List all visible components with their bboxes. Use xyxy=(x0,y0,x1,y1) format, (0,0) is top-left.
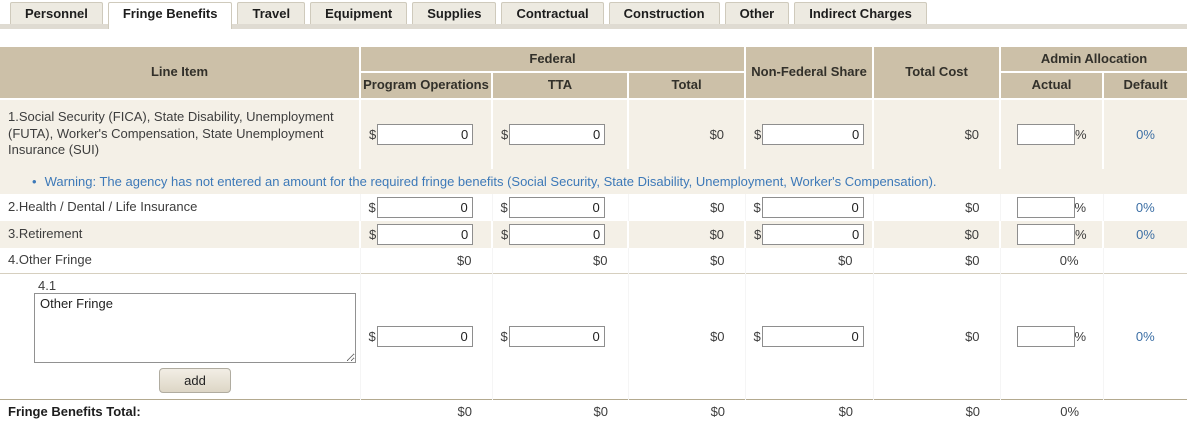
dollar-sign: $ xyxy=(501,126,509,142)
fica-program-ops-input[interactable] xyxy=(377,123,474,145)
sub-program-ops-input[interactable] xyxy=(376,326,473,347)
tab-equipment[interactable]: Equipment xyxy=(310,2,408,24)
fica-default-pct: 0% xyxy=(1103,98,1187,169)
dollar-sign: $ xyxy=(368,329,376,344)
tab-travel[interactable]: Travel xyxy=(237,2,306,24)
row-fica: 1.Social Security (FICA), State Disabili… xyxy=(0,98,1187,169)
other-fringe-actual-pct: 0% xyxy=(1000,247,1104,274)
row-warning: • Warning: The agency has not entered an … xyxy=(0,168,1187,194)
health-default-pct: 0% xyxy=(1103,193,1187,221)
percent-sign: % xyxy=(1075,126,1087,142)
header-tta: TTA xyxy=(492,72,629,100)
tab-fringe-benefits[interactable]: Fringe Benefits xyxy=(107,2,233,29)
add-button[interactable]: add xyxy=(159,368,231,393)
dollar-sign: $ xyxy=(369,226,377,242)
sub-total-cost: $0 xyxy=(873,273,1001,400)
sub-default-pct: 0% xyxy=(1103,273,1187,400)
warning-bullet: • xyxy=(32,173,37,189)
total-actual-pct: 0% xyxy=(1000,399,1104,423)
dollar-sign: $ xyxy=(500,329,508,344)
health-federal-total: $0 xyxy=(628,193,746,221)
fica-total-cost: $0 xyxy=(873,98,1002,169)
retirement-label: 3.Retirement xyxy=(0,220,361,248)
health-non-federal-input[interactable] xyxy=(761,196,864,218)
header-default: Default xyxy=(1103,72,1187,100)
retirement-non-federal-input[interactable] xyxy=(762,223,865,245)
other-fringe-total-cost: $0 xyxy=(873,247,1001,274)
header-total-cost: Total Cost xyxy=(873,47,1002,100)
row-other-fringe: 4.Other Fringe $0 $0 $0 $0 $0 0% xyxy=(0,247,1187,274)
fica-actual-input[interactable] xyxy=(1017,123,1076,145)
other-fringe-default-pct xyxy=(1103,247,1187,274)
row-health: 2.Health / Dental / Life Insurance $ $ $… xyxy=(0,193,1187,221)
fica-tta-input[interactable] xyxy=(509,123,606,145)
tab-construction[interactable]: Construction xyxy=(608,2,720,24)
header-non-federal-share: Non-Federal Share xyxy=(745,47,875,100)
dollar-sign: $ xyxy=(753,199,761,215)
other-fringe-program-ops: $0 xyxy=(360,247,493,274)
total-program-ops: $0 xyxy=(360,399,492,423)
sub-non-federal-input[interactable] xyxy=(761,326,864,347)
health-total-cost: $0 xyxy=(873,193,1001,221)
tab-personnel[interactable]: Personnel xyxy=(10,2,103,24)
dollar-sign: $ xyxy=(754,126,762,142)
fringe-benefits-table: Line Item Federal Non-Federal Share Tota… xyxy=(0,47,1187,423)
other-fringe-non-federal: $0 xyxy=(745,247,874,274)
dollar-sign: $ xyxy=(500,199,508,215)
retirement-tta-input[interactable] xyxy=(509,223,606,245)
percent-sign: % xyxy=(1075,226,1087,242)
tab-supplies[interactable]: Supplies xyxy=(412,2,497,24)
percent-sign: % xyxy=(1074,329,1087,344)
other-fringe-federal-total: $0 xyxy=(628,247,746,274)
dollar-sign: $ xyxy=(368,199,376,215)
percent-sign: % xyxy=(1074,199,1087,215)
retirement-program-ops-input[interactable] xyxy=(377,223,474,245)
sub-federal-total: $0 xyxy=(628,273,746,400)
total-non-federal: $0 xyxy=(745,399,874,423)
dollar-sign: $ xyxy=(369,126,377,142)
retirement-total-cost: $0 xyxy=(873,220,1002,248)
header-program-operations: Program Operations xyxy=(360,72,493,100)
warning-text: Warning: The agency has not entered an a… xyxy=(44,173,937,189)
header-actual: Actual xyxy=(1000,72,1105,100)
health-program-ops-input[interactable] xyxy=(376,196,473,218)
tab-other[interactable]: Other xyxy=(724,2,790,24)
table-header: Line Item Federal Non-Federal Share Tota… xyxy=(0,47,1187,100)
total-default-empty xyxy=(1103,399,1187,423)
total-federal-total: $0 xyxy=(628,399,746,423)
tab-indirect-charges[interactable]: Indirect Charges xyxy=(794,2,927,24)
retirement-federal-total: $0 xyxy=(628,220,747,248)
dollar-sign: $ xyxy=(754,226,762,242)
header-admin-allocation-group: Admin Allocation xyxy=(1000,47,1187,74)
health-actual-input[interactable] xyxy=(1016,196,1075,218)
total-tta: $0 xyxy=(492,399,628,423)
row-fringe-benefits-total: Fringe Benefits Total: $0 $0 $0 $0 $0 0% xyxy=(0,399,1187,423)
row-other-fringe-4-1: 4.1 add $ $ $0 $ $0 % 0% xyxy=(0,273,1187,400)
other-fringe-label: 4.Other Fringe xyxy=(0,247,361,274)
health-tta-input[interactable] xyxy=(508,196,605,218)
other-fringe-tta: $0 xyxy=(492,247,629,274)
health-label: 2.Health / Dental / Life Insurance xyxy=(0,193,361,221)
fica-label: 1.Social Security (FICA), State Disabili… xyxy=(0,98,361,169)
total-label: Fringe Benefits Total: xyxy=(0,399,360,423)
total-total-cost: $0 xyxy=(873,399,1001,423)
sub-item-number: 4.1 xyxy=(38,278,57,293)
sub-actual-input[interactable] xyxy=(1016,326,1075,347)
retirement-default-pct: 0% xyxy=(1103,220,1187,248)
dollar-sign: $ xyxy=(753,329,761,344)
tab-bar: Personnel Fringe Benefits Travel Equipme… xyxy=(0,0,1187,29)
tab-contractual[interactable]: Contractual xyxy=(501,2,604,24)
sub-tta-input[interactable] xyxy=(508,326,605,347)
fica-federal-total: $0 xyxy=(628,98,747,169)
header-federal-group: Federal xyxy=(360,47,747,74)
dollar-sign: $ xyxy=(501,226,509,242)
fica-non-federal-input[interactable] xyxy=(762,123,865,145)
row-retirement: 3.Retirement $ $ $0 $ $0 % 0% xyxy=(0,220,1187,248)
header-federal-total: Total xyxy=(628,72,747,100)
retirement-actual-input[interactable] xyxy=(1017,223,1076,245)
other-fringe-description-textarea[interactable] xyxy=(34,293,356,363)
header-line-item: Line Item xyxy=(0,47,361,100)
